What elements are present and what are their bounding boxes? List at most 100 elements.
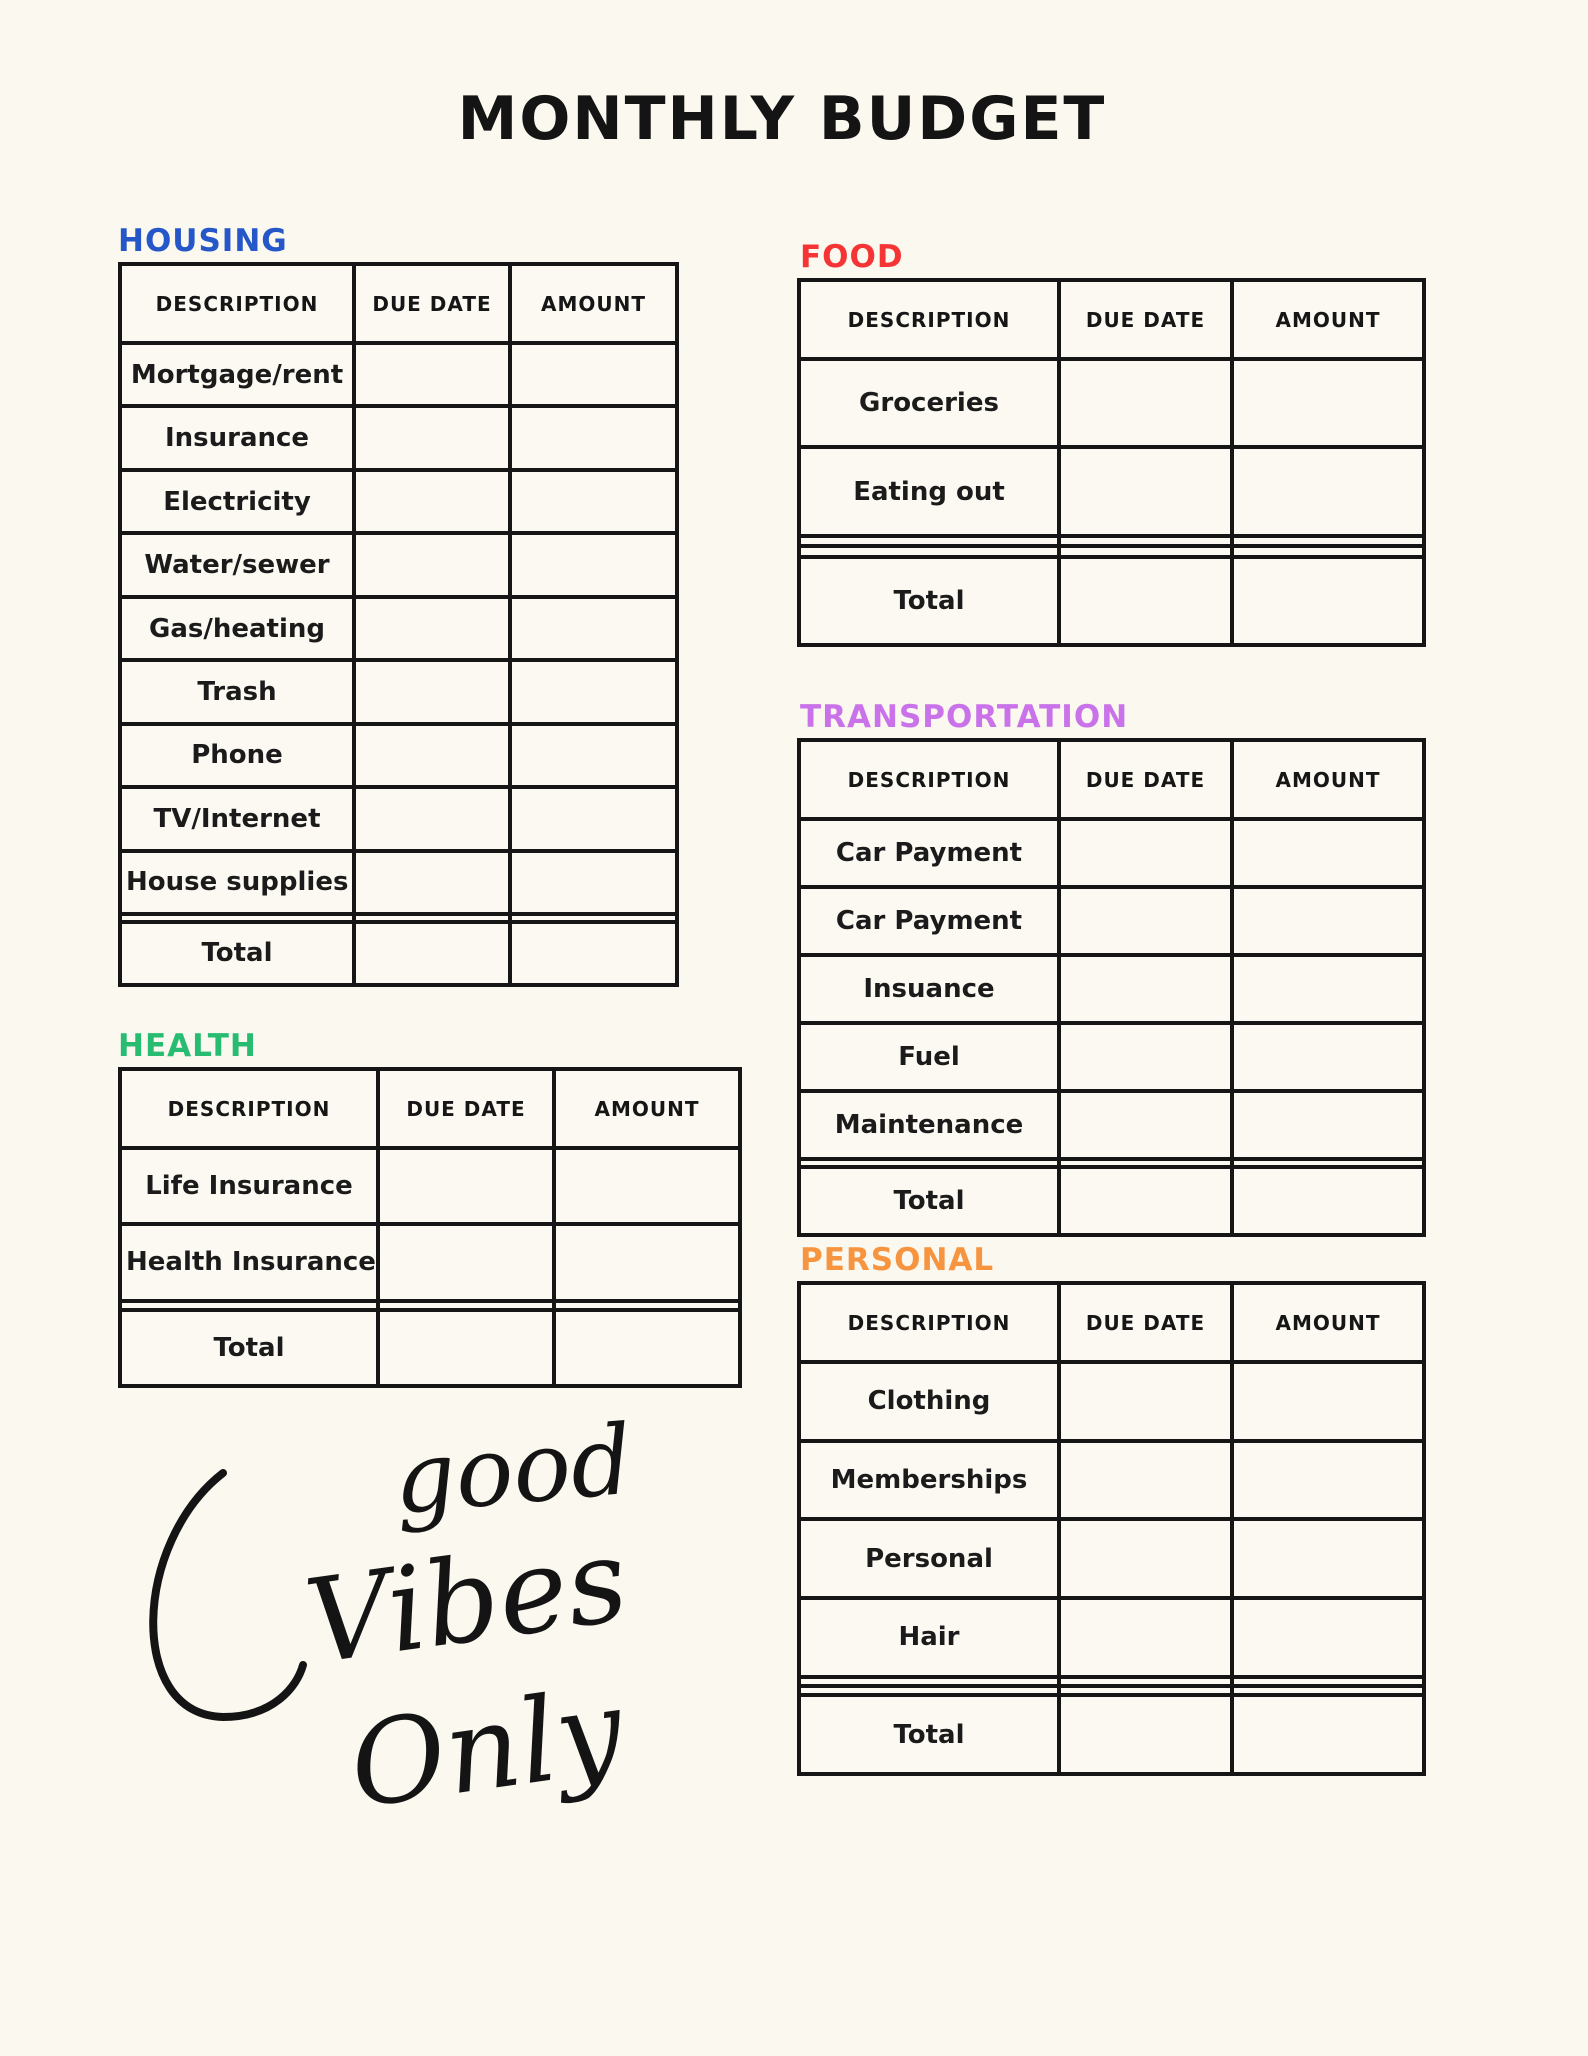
- due-date-cell: [1057, 817, 1234, 889]
- row-car-payment: Car Payment: [797, 817, 1426, 889]
- due-date-cell: [1057, 1089, 1234, 1161]
- section-housing: HOUSING DESCRIPTION DUE DATE AMOUNT Mortgag…: [118, 223, 679, 988]
- section-housing-title: HOUSING: [118, 223, 288, 259]
- amount-cell: [552, 1307, 742, 1389]
- due-date-cell: [1057, 554, 1234, 648]
- amount-cell: [1230, 1683, 1426, 1698]
- description-cell: Total: [797, 1165, 1061, 1237]
- amount-cell: [1230, 817, 1426, 889]
- row-tv-internet: TV/Internet: [118, 785, 679, 853]
- description-cell: [797, 544, 1061, 559]
- column-header-description: DESCRIPTION: [797, 738, 1061, 821]
- amount-cell: [552, 1298, 742, 1312]
- due-date-cell: [1057, 1165, 1234, 1237]
- row-car-payment: Car Payment: [797, 885, 1426, 957]
- amount-cell: [508, 404, 679, 472]
- row-empty: [797, 533, 1426, 549]
- food-table: DESCRIPTION DUE DATE AMOUNT Groceries Eating…: [797, 278, 1426, 648]
- row-water-sewer: Water/sewer: [118, 531, 679, 599]
- section-transportation-title: TRANSPORTATION: [800, 699, 1129, 735]
- due-date-cell: [1057, 1683, 1234, 1698]
- description-cell: [797, 1674, 1061, 1689]
- amount-cell: [508, 911, 679, 924]
- description-cell: [797, 1157, 1061, 1169]
- row-fuel: Fuel: [797, 1021, 1426, 1093]
- amount-cell: [552, 1222, 742, 1303]
- description-cell: [797, 1683, 1061, 1698]
- amount-cell: [1230, 544, 1426, 559]
- row-insurance: Insurance: [118, 404, 679, 472]
- personal-table: DESCRIPTION DUE DATE AMOUNT Clothing Members…: [797, 1281, 1426, 1776]
- description-cell: Maintenance: [797, 1089, 1061, 1161]
- section-personal-title: PERSONAL: [800, 1242, 995, 1278]
- row-empty: [797, 1683, 1426, 1698]
- due-date-cell: [352, 531, 512, 599]
- due-date-cell: [376, 1298, 556, 1312]
- description-cell: Car Payment: [797, 817, 1061, 889]
- due-date-cell: [352, 919, 512, 988]
- column-header-due-date: DUE DATE: [1057, 738, 1234, 821]
- column-header-description: DESCRIPTION: [118, 262, 356, 345]
- script-word-good: good: [389, 1415, 636, 1536]
- transportation-table: DESCRIPTION DUE DATE AMOUNT Car Payment Car …: [797, 738, 1426, 1237]
- housing-table: DESCRIPTION DUE DATE AMOUNT Mortgage/rent In…: [118, 262, 679, 988]
- column-header-due-date: DUE DATE: [1057, 1281, 1234, 1364]
- row-clothing: Clothing: [797, 1360, 1426, 1443]
- due-date-cell: [1057, 356, 1234, 450]
- row-insuance: Insuance: [797, 953, 1426, 1025]
- row-empty: [797, 544, 1426, 559]
- due-date-cell: [1057, 445, 1234, 538]
- row-memberships: Memberships: [797, 1438, 1426, 1522]
- column-header-description: DESCRIPTION: [797, 278, 1061, 361]
- script-word-vibes: Vibes: [298, 1512, 635, 1690]
- description-cell: Fuel: [797, 1021, 1061, 1093]
- amount-cell: [1230, 1360, 1426, 1443]
- due-date-cell: [1057, 953, 1234, 1025]
- amount-cell: [552, 1145, 742, 1227]
- amount-cell: [1230, 1674, 1426, 1689]
- due-date-cell: [1057, 1517, 1234, 1601]
- description-cell: Mortgage/rent: [118, 340, 356, 409]
- description-cell: Total: [118, 919, 356, 988]
- description-cell: Personal: [797, 1517, 1061, 1601]
- amount-cell: [508, 721, 679, 790]
- amount-cell: [1230, 1165, 1426, 1237]
- description-cell: Health Insurance: [118, 1222, 380, 1303]
- section-personal: PERSONAL DESCRIPTION DUE DATE AMOUNT Clothi…: [797, 1242, 1426, 1776]
- description-cell: House supplies: [118, 848, 356, 917]
- description-cell: [797, 533, 1061, 549]
- row-maintenance: Maintenance: [797, 1089, 1426, 1161]
- column-header-due-date: DUE DATE: [376, 1067, 556, 1150]
- row-empty: [797, 1157, 1426, 1169]
- column-header-due-date: DUE DATE: [352, 262, 512, 345]
- due-date-cell: [1057, 544, 1234, 559]
- description-cell: Eating out: [797, 445, 1061, 538]
- amount-cell: [1230, 1693, 1426, 1776]
- header-row: DESCRIPTION DUE DATE AMOUNT: [797, 738, 1426, 821]
- column-header-amount: AMOUNT: [1230, 278, 1426, 361]
- section-health-title: HEALTH: [118, 1028, 257, 1064]
- row-electricity: Electricity: [118, 467, 679, 536]
- column-header-amount: AMOUNT: [1230, 738, 1426, 821]
- row-empty: [118, 911, 679, 924]
- row-total: Total: [797, 1165, 1426, 1237]
- row-total: Total: [118, 919, 679, 988]
- description-cell: Car Payment: [797, 885, 1061, 957]
- section-food: FOOD DESCRIPTION DUE DATE AMOUNT Groceries E…: [797, 240, 1426, 648]
- description-cell: [118, 911, 356, 924]
- due-date-cell: [352, 340, 512, 409]
- amount-cell: [508, 531, 679, 599]
- amount-cell: [1230, 533, 1426, 549]
- due-date-cell: [1057, 1021, 1234, 1093]
- column-header-due-date: DUE DATE: [1057, 278, 1234, 361]
- description-cell: Hair: [797, 1596, 1061, 1679]
- due-date-cell: [376, 1307, 556, 1389]
- column-header-amount: AMOUNT: [508, 262, 679, 345]
- row-personal: Personal: [797, 1517, 1426, 1601]
- due-date-cell: [352, 658, 512, 726]
- calligraphy-flourish: [149, 1469, 307, 1722]
- due-date-cell: [352, 848, 512, 917]
- amount-cell: [508, 785, 679, 853]
- row-gas-heating: Gas/heating: [118, 594, 679, 663]
- description-cell: Water/sewer: [118, 531, 356, 599]
